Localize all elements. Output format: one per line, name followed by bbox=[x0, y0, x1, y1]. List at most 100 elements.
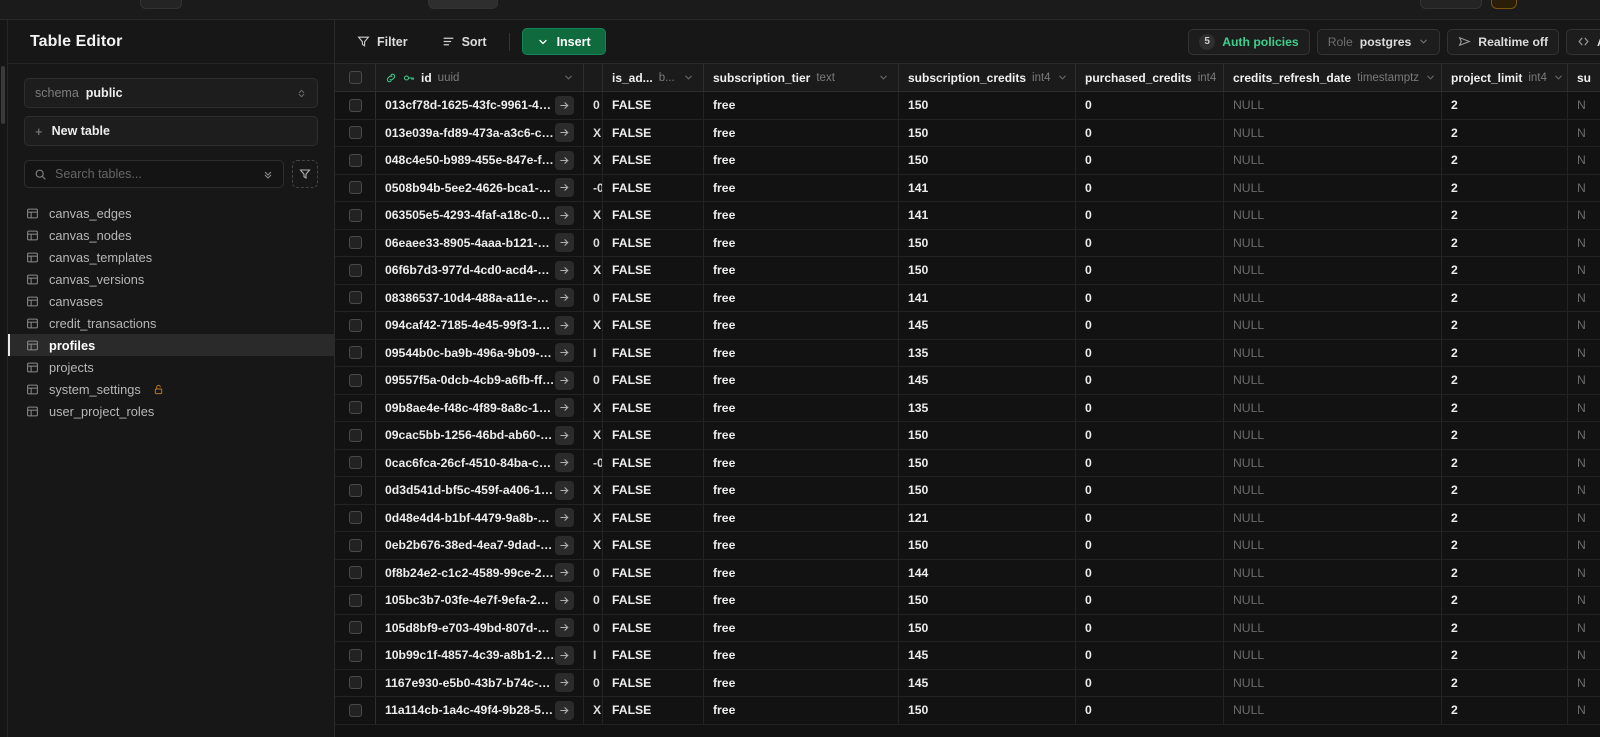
table-row[interactable]: 0508b94b-5ee2-4626-bca1-4bca... -0 FALSE fr… bbox=[335, 174, 1600, 202]
cell-is-admin[interactable]: FALSE bbox=[603, 147, 704, 174]
cell-subscription-credits[interactable]: 150 bbox=[899, 449, 1076, 476]
rail-scrollbar[interactable] bbox=[1, 66, 5, 124]
cell-purchased-credits[interactable]: 0 bbox=[1076, 614, 1224, 641]
cell-subscription-credits[interactable]: 121 bbox=[899, 504, 1076, 531]
row-select-cell[interactable] bbox=[335, 449, 376, 476]
cell-credits-refresh-date[interactable]: NULL bbox=[1224, 449, 1442, 476]
row-select-cell[interactable] bbox=[335, 202, 376, 229]
cell-project-limit[interactable]: 2 bbox=[1442, 504, 1568, 531]
cell-subscription-tier[interactable]: free bbox=[704, 614, 899, 641]
cell-clipped-last[interactable]: N bbox=[1568, 312, 1600, 339]
cell-id[interactable]: 0cac6fca-26cf-4510-84ba-c4580... bbox=[376, 449, 584, 476]
cell-project-limit[interactable]: 2 bbox=[1442, 202, 1568, 229]
table-row[interactable]: 11a114cb-1a4c-49f4-9b28-52219ec... X FALSE… bbox=[335, 697, 1600, 725]
cell-subscription-tier[interactable]: free bbox=[704, 669, 899, 696]
column-header-clipped[interactable] bbox=[584, 64, 603, 91]
table-row[interactable]: 0f8b24e2-c1c2-4589-99ce-2c52d... 0 FALSE fr… bbox=[335, 559, 1600, 587]
cell-id[interactable]: 013e039a-fd89-473a-a3c6-ccfa9... bbox=[376, 119, 584, 146]
expand-row-button[interactable] bbox=[555, 700, 574, 720]
row-checkbox[interactable] bbox=[348, 153, 362, 167]
cell-clipped-last[interactable]: N bbox=[1568, 367, 1600, 394]
cell-clipped[interactable]: -0 bbox=[584, 174, 603, 201]
table-row[interactable]: 0d48e4d4-b1bf-4479-9a8b-4a4b... X FALSE fre… bbox=[335, 504, 1600, 532]
cell-is-admin[interactable]: FALSE bbox=[603, 202, 704, 229]
cell-subscription-tier[interactable]: free bbox=[704, 422, 899, 449]
table-row[interactable]: 10b99c1f-4857-4c39-a8b1-263b8... I FALSE fr… bbox=[335, 642, 1600, 670]
row-select-cell[interactable] bbox=[335, 504, 376, 531]
cell-is-admin[interactable]: FALSE bbox=[603, 257, 704, 284]
cell-is-admin[interactable]: FALSE bbox=[603, 394, 704, 421]
row-checkbox[interactable] bbox=[348, 263, 362, 277]
cell-clipped-last[interactable]: N bbox=[1568, 670, 1600, 697]
expand-row-button[interactable] bbox=[555, 645, 574, 665]
cell-is-admin[interactable]: FALSE bbox=[603, 614, 704, 641]
cell-id[interactable]: 06f6b7d3-977d-4cd0-acd4-4a78... bbox=[376, 257, 584, 284]
cell-clipped-last[interactable]: N bbox=[1568, 120, 1600, 147]
cell-is-admin[interactable]: FALSE bbox=[603, 669, 704, 696]
column-header-project-limit[interactable]: project_limit int4 bbox=[1442, 64, 1568, 91]
cell-credits-refresh-date[interactable]: NULL bbox=[1224, 697, 1442, 724]
cell-subscription-credits[interactable]: 135 bbox=[899, 394, 1076, 421]
row-checkbox[interactable] bbox=[348, 181, 362, 195]
table-row[interactable]: 063505e5-4293-4faf-a18c-0e65b... X FALSE fr… bbox=[335, 202, 1600, 230]
cell-clipped[interactable]: 0 bbox=[584, 92, 603, 119]
new-table-button[interactable]: + New table bbox=[24, 116, 318, 146]
cell-clipped[interactable]: 0 bbox=[584, 587, 603, 614]
cell-credits-refresh-date[interactable]: NULL bbox=[1224, 284, 1442, 311]
cell-subscription-tier[interactable]: free bbox=[704, 284, 899, 311]
cell-purchased-credits[interactable]: 0 bbox=[1076, 587, 1224, 614]
cell-clipped[interactable]: 0 bbox=[584, 367, 603, 394]
cell-purchased-credits[interactable]: 0 bbox=[1076, 669, 1224, 696]
cell-purchased-credits[interactable]: 0 bbox=[1076, 422, 1224, 449]
cell-purchased-credits[interactable]: 0 bbox=[1076, 92, 1224, 119]
cell-purchased-credits[interactable]: 0 bbox=[1076, 339, 1224, 366]
cell-purchased-credits[interactable]: 0 bbox=[1076, 202, 1224, 229]
cell-clipped-last[interactable]: N bbox=[1568, 615, 1600, 642]
cell-subscription-credits[interactable]: 141 bbox=[899, 284, 1076, 311]
sidebar-table-canvas_templates[interactable]: canvas_templates bbox=[8, 246, 334, 268]
cell-credits-refresh-date[interactable]: NULL bbox=[1224, 257, 1442, 284]
row-select-cell[interactable] bbox=[335, 147, 376, 174]
cell-id[interactable]: 09cac5bb-1256-46bd-ab60-64ed... bbox=[376, 422, 584, 449]
expand-row-button[interactable] bbox=[555, 315, 574, 335]
cell-clipped-last[interactable]: N bbox=[1568, 202, 1600, 229]
nav-pill-2[interactable] bbox=[428, 0, 498, 9]
nav-pill-branch[interactable] bbox=[1491, 0, 1517, 9]
cell-is-admin[interactable]: FALSE bbox=[603, 642, 704, 669]
cell-is-admin[interactable]: FALSE bbox=[603, 92, 704, 119]
chevron-down-icon[interactable] bbox=[683, 72, 694, 83]
cell-credits-refresh-date[interactable]: NULL bbox=[1224, 587, 1442, 614]
cell-subscription-tier[interactable]: free bbox=[704, 449, 899, 476]
sidebar-table-credit_transactions[interactable]: credit_transactions bbox=[8, 312, 334, 334]
cell-id[interactable]: 09557f5a-0dcb-4cb9-a6fb-fff366... bbox=[376, 367, 584, 394]
cell-is-admin[interactable]: FALSE bbox=[603, 587, 704, 614]
row-checkbox[interactable] bbox=[348, 346, 362, 360]
cell-project-limit[interactable]: 2 bbox=[1442, 669, 1568, 696]
cell-id[interactable]: 06eaee33-8905-4aaa-b121-ab552... bbox=[376, 229, 584, 256]
cell-project-limit[interactable]: 2 bbox=[1442, 147, 1568, 174]
cell-credits-refresh-date[interactable]: NULL bbox=[1224, 119, 1442, 146]
row-checkbox[interactable] bbox=[348, 648, 362, 662]
cell-project-limit[interactable]: 2 bbox=[1442, 477, 1568, 504]
cell-subscription-tier[interactable]: free bbox=[704, 312, 899, 339]
table-row[interactable]: 105bc3b7-03fe-4e7f-9efa-21bb40... 0 FALSE f… bbox=[335, 587, 1600, 615]
cell-subscription-tier[interactable]: free bbox=[704, 394, 899, 421]
cell-credits-refresh-date[interactable]: NULL bbox=[1224, 312, 1442, 339]
cell-subscription-credits[interactable]: 135 bbox=[899, 339, 1076, 366]
nav-pill-3[interactable] bbox=[1420, 0, 1482, 9]
cell-purchased-credits[interactable]: 0 bbox=[1076, 449, 1224, 476]
cell-subscription-credits[interactable]: 145 bbox=[899, 642, 1076, 669]
table-row[interactable]: 0eb2b676-38ed-4ea7-9dad-38e6... X FALSE fre… bbox=[335, 532, 1600, 560]
table-row[interactable]: 09cac5bb-1256-46bd-ab60-64ed... X FALSE fre… bbox=[335, 422, 1600, 450]
cell-clipped[interactable]: 0 bbox=[584, 669, 603, 696]
role-selector[interactable]: Role postgres bbox=[1316, 28, 1441, 55]
cell-credits-refresh-date[interactable]: NULL bbox=[1224, 202, 1442, 229]
cell-clipped-last[interactable]: N bbox=[1568, 477, 1600, 504]
cell-clipped-last[interactable]: N bbox=[1568, 560, 1600, 587]
row-select-cell[interactable] bbox=[335, 422, 376, 449]
expand-row-button[interactable] bbox=[555, 95, 574, 115]
cell-credits-refresh-date[interactable]: NULL bbox=[1224, 174, 1442, 201]
select-all-checkbox[interactable] bbox=[348, 71, 362, 84]
cell-purchased-credits[interactable]: 0 bbox=[1076, 284, 1224, 311]
cell-project-limit[interactable]: 2 bbox=[1442, 532, 1568, 559]
